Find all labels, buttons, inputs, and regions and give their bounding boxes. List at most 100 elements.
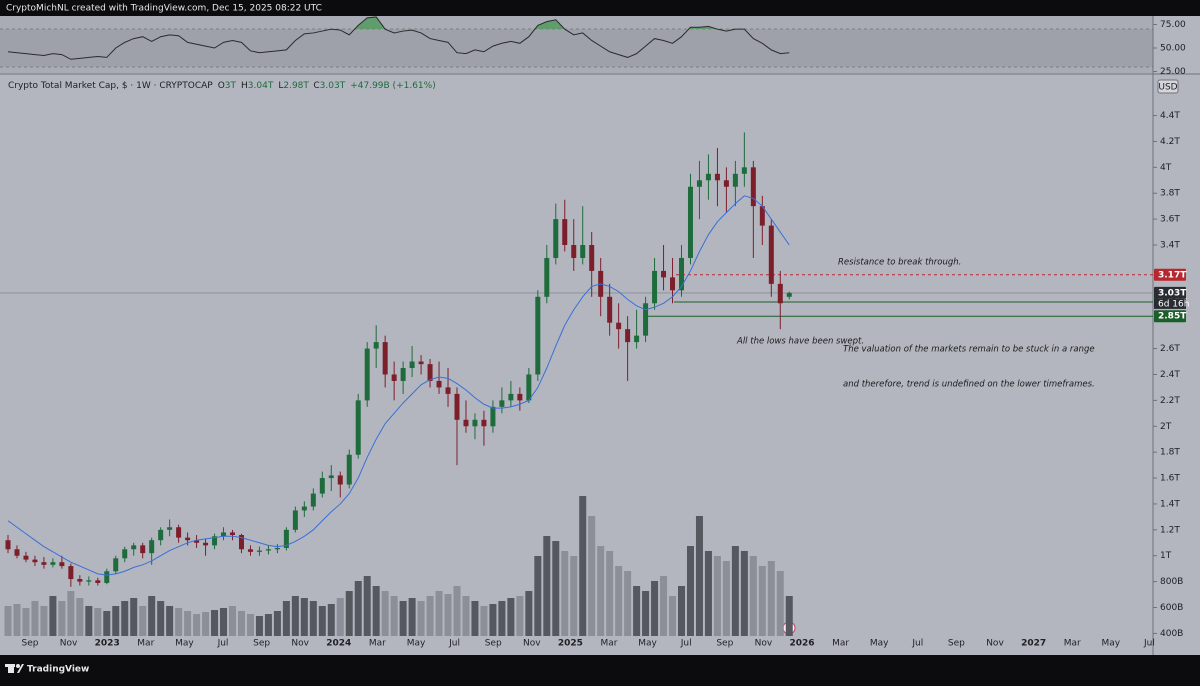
y-tick-label: 1T bbox=[1160, 551, 1172, 561]
volume-bar bbox=[678, 586, 685, 636]
volume-bar bbox=[507, 598, 515, 636]
volume-bar bbox=[516, 596, 524, 636]
volume-bar bbox=[229, 606, 236, 636]
candle-body bbox=[652, 270, 658, 304]
candle-body bbox=[194, 540, 200, 543]
y-tick-label: 2.4T bbox=[1160, 370, 1180, 380]
candle-body bbox=[427, 364, 433, 381]
candle-body bbox=[32, 559, 38, 563]
rsi-tick-label: 50.00 bbox=[1160, 44, 1186, 54]
volume-bar bbox=[408, 598, 416, 636]
rsi-tick-label: 75.00 bbox=[1160, 20, 1186, 30]
level-label-box bbox=[1154, 310, 1186, 323]
legend-item: 3.03T bbox=[320, 81, 346, 91]
volume-bar bbox=[264, 614, 272, 636]
rsi-band bbox=[0, 29, 1153, 67]
candle-body bbox=[122, 549, 128, 559]
x-tick-label: May bbox=[870, 639, 889, 649]
candle-body bbox=[238, 535, 244, 550]
candle-body bbox=[714, 173, 720, 181]
volume-bar bbox=[776, 571, 784, 636]
annotation: All the lows have been swept. bbox=[736, 337, 864, 347]
candle-body bbox=[463, 419, 469, 427]
candle-body bbox=[337, 475, 343, 485]
x-tick-label: Sep bbox=[485, 639, 502, 649]
candle-body bbox=[319, 478, 325, 494]
volume-bar bbox=[354, 581, 362, 636]
candle-body bbox=[256, 550, 262, 552]
y-tick-label: 400B bbox=[1160, 629, 1183, 639]
candle-body bbox=[355, 400, 361, 455]
legend-item: C bbox=[313, 81, 319, 91]
volume-bar bbox=[67, 591, 75, 636]
legend-item: 3.04T bbox=[248, 81, 274, 91]
volume-bar bbox=[166, 606, 174, 636]
x-tick-label: Nov bbox=[60, 639, 78, 649]
x-tick-label: Jul bbox=[217, 639, 229, 649]
candle-body bbox=[643, 303, 649, 336]
candle-body bbox=[176, 527, 182, 538]
candle-body bbox=[23, 555, 29, 560]
volume-bar bbox=[85, 606, 93, 636]
candle-body bbox=[230, 532, 235, 536]
volume-bar bbox=[31, 601, 39, 636]
volume-bar bbox=[740, 551, 748, 636]
y-tick-label: 800B bbox=[1160, 577, 1183, 587]
volume-bar bbox=[615, 566, 623, 636]
volume-bar bbox=[193, 614, 201, 636]
x-tick-label: 2024 bbox=[326, 639, 351, 649]
volume-bar bbox=[184, 611, 192, 636]
candle-body bbox=[544, 257, 550, 297]
currency-box[interactable] bbox=[1157, 79, 1179, 94]
annotation: and therefore, trend is undefined on the… bbox=[843, 380, 1095, 390]
candle-body bbox=[445, 387, 451, 394]
candle-body bbox=[589, 245, 595, 271]
x-tick-label: Mar bbox=[137, 639, 154, 649]
brand-logo bbox=[5, 664, 24, 673]
volume-bar bbox=[606, 551, 614, 636]
candle-body bbox=[140, 545, 146, 554]
candle-body bbox=[328, 475, 334, 479]
volume-bar bbox=[686, 546, 694, 636]
volume-bar bbox=[426, 596, 434, 636]
countdown-box bbox=[1154, 298, 1186, 309]
candle-body bbox=[634, 335, 640, 343]
volume-bar bbox=[94, 608, 102, 636]
volume-bar bbox=[148, 596, 156, 636]
y-tick-label: 3.8T bbox=[1160, 189, 1180, 199]
volume-bar bbox=[435, 591, 443, 636]
candle-body bbox=[68, 566, 74, 580]
volume-bar bbox=[76, 598, 84, 636]
volume-bar bbox=[22, 608, 30, 636]
x-tick-label: Nov bbox=[523, 639, 541, 649]
candle-body bbox=[158, 529, 164, 541]
volume-bar bbox=[417, 601, 425, 636]
volume-bar bbox=[534, 556, 542, 636]
x-tick-label: Sep bbox=[716, 639, 733, 649]
volume-bar bbox=[318, 606, 326, 636]
candle-body bbox=[301, 506, 307, 511]
x-tick-label: Jul bbox=[680, 639, 692, 649]
x-tick-label: 2027 bbox=[1021, 639, 1046, 649]
volume-bar bbox=[588, 516, 596, 636]
candle-body bbox=[580, 245, 586, 258]
volume-bar bbox=[211, 610, 219, 636]
rsi-line bbox=[7, 16, 790, 60]
candle-body bbox=[5, 540, 11, 550]
x-tick-label: 2025 bbox=[558, 639, 583, 649]
volume-bar bbox=[282, 601, 290, 636]
annotation: Resistance to break through. bbox=[838, 258, 961, 268]
volume-bar bbox=[40, 606, 48, 636]
volume-bar bbox=[624, 571, 632, 636]
candle-body bbox=[661, 270, 667, 278]
x-tick-label: Nov bbox=[755, 639, 773, 649]
candle-body bbox=[77, 579, 83, 582]
volume-bar bbox=[642, 591, 650, 636]
volume-bar bbox=[561, 551, 569, 636]
volume-bar bbox=[175, 608, 183, 636]
y-tick-label: 1.4T bbox=[1160, 499, 1180, 509]
candle-body bbox=[373, 342, 379, 349]
volume-bar bbox=[327, 604, 335, 636]
x-tick-label: Jul bbox=[1143, 639, 1155, 649]
